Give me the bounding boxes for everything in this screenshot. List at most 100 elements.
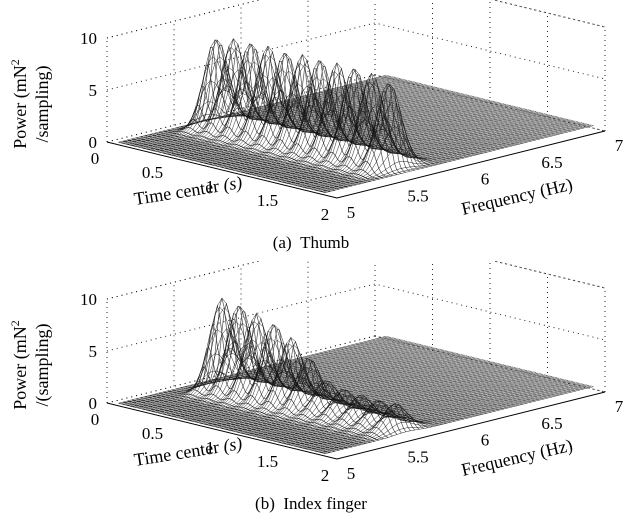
- thumb-x-tick-label: 0: [91, 149, 100, 168]
- thumb-z-axis-label: Power (mN2/sampling): [8, 59, 53, 149]
- index-finger-z-axis-label-line1: Power (mN2: [8, 320, 31, 410]
- thumb-mesh-line: [265, 110, 534, 179]
- index-finger-mesh-line: [182, 351, 451, 420]
- index-finger-mesh-line: [325, 386, 594, 454]
- index-finger-panel-label: (b): [255, 494, 275, 513]
- index-finger-mesh-line: [210, 337, 479, 426]
- thumb-mesh-line: [182, 74, 451, 159]
- thumb-mesh-line: [313, 122, 583, 191]
- index-finger-mesh-line: [136, 329, 405, 408]
- index-finger-mesh-line: [235, 364, 504, 433]
- thumb-mesh-line: [143, 81, 412, 149]
- index-finger-y-tick-label: 7: [615, 397, 624, 416]
- thumb-mesh-line: [284, 115, 553, 183]
- thumb-mesh-line: [325, 125, 594, 193]
- thumb-y-tick-label: 5.5: [407, 186, 428, 205]
- thumb-mesh-line: [309, 84, 578, 189]
- index-finger-mesh-line: [238, 365, 507, 433]
- thumb-mesh-line: [293, 82, 562, 186]
- index-finger-mesh-line: [274, 374, 543, 442]
- index-finger-mesh-line: [286, 376, 555, 445]
- index-finger-surface: [118, 297, 594, 454]
- thumb-panel-label: (a): [272, 233, 292, 252]
- thumb-mesh-line: [290, 72, 560, 185]
- thumb-y-axis-label: Frequency (Hz): [459, 174, 574, 220]
- index-finger-caption-text: Index finger: [283, 494, 367, 513]
- thumb-caption-text: Thumb: [300, 233, 350, 252]
- index-finger-mesh-line: [141, 297, 410, 410]
- index-finger-mesh-line: [251, 368, 520, 436]
- index-finger-mesh-line: [270, 372, 539, 441]
- index-finger-y-axis-label: Frequency (Hz): [459, 435, 574, 481]
- index-finger-mesh-line: [192, 324, 461, 422]
- thumb-x-tick-label: 1.5: [257, 191, 278, 210]
- thumb-mesh-line: [157, 69, 426, 152]
- index-finger-mesh-line: [313, 383, 583, 452]
- index-finger-mesh-line: [309, 382, 578, 450]
- index-finger-mesh-line: [263, 371, 532, 439]
- index-finger-mesh-line: [311, 382, 580, 451]
- thumb-mesh-line: [279, 109, 548, 182]
- thumb-mesh-line: [192, 77, 461, 161]
- index-finger-mesh-line: [290, 377, 560, 446]
- index-finger-x-tick-label: 1.5: [257, 452, 278, 471]
- thumb-mesh-line: [297, 118, 566, 187]
- thumb-z-tick-label: 5: [89, 81, 98, 100]
- index-finger-mesh-line: [187, 352, 456, 421]
- thumb-mesh-line: [300, 119, 569, 187]
- index-finger-z-axis-superscript: 2: [8, 320, 22, 326]
- thumb-mesh-line: [201, 68, 470, 163]
- thumb-mesh-line: [261, 93, 530, 178]
- thumb-mesh-line: [166, 59, 435, 155]
- thumb-mesh-line: [228, 101, 497, 170]
- index-finger-mesh-line: [180, 341, 449, 419]
- thumb-mesh-line: [286, 101, 555, 184]
- thumb-mesh-line: [235, 76, 504, 172]
- thumb-mesh-line: [295, 103, 564, 186]
- index-finger-mesh-line: [132, 339, 401, 407]
- thumb-mesh-line: [203, 52, 472, 164]
- index-finger-z-axis-label: Power (mN2/(sampling): [8, 320, 53, 410]
- thumb-z-axis-superscript: 2: [8, 59, 22, 65]
- thumb-mesh-line: [318, 123, 587, 192]
- index-finger-mesh-line: [143, 307, 412, 410]
- thumb-mesh-line: [180, 90, 449, 158]
- index-finger-mesh-line: [304, 381, 573, 449]
- index-finger-mesh-line: [302, 380, 571, 449]
- thumb-panel: 0 5 10 0 0.5 1 1.5 2 5 5.5 6 6.5 7 Time center (s) Fre…: [8, 0, 624, 224]
- index-finger-mesh-line: [318, 384, 587, 453]
- thumb-mesh-line: [267, 106, 537, 179]
- index-finger-mesh-line: [212, 344, 481, 427]
- index-finger-mesh-line: [300, 380, 569, 448]
- index-finger-panel: 0 5 10 0 0.5 1 1.5 2 5 5.5 6 6.5 7 Time center (s) Fre…: [0, 261, 638, 522]
- index-finger-mesh-line: [272, 373, 541, 441]
- thumb-grid-line: [106, 22, 606, 91]
- index-finger-mesh-line: [247, 367, 516, 435]
- thumb-mesh-line: [187, 45, 456, 160]
- index-finger-axes-box: [106, 261, 606, 460]
- thumb-mesh-line: [221, 53, 491, 168]
- index-finger-front-axis: [106, 391, 606, 460]
- thumb-y-tick-label: 7: [615, 136, 624, 155]
- index-finger-mesh-line: [307, 381, 576, 450]
- thumb-mesh-line: [162, 85, 431, 154]
- index-finger-mesh-line: [148, 343, 417, 411]
- index-finger-mesh-line: [258, 370, 527, 438]
- index-finger-mesh-line: [233, 363, 502, 432]
- thumb-mesh-line: [288, 81, 557, 184]
- index-finger-y-tick-label: 5.5: [407, 447, 428, 466]
- index-finger-mesh-line: [254, 368, 523, 437]
- index-finger-z-tick-label: 5: [89, 342, 98, 361]
- index-finger-mesh-line: [281, 375, 550, 444]
- index-finger-mesh-line: [203, 356, 472, 425]
- index-finger-caption: (b) Index finger: [0, 494, 630, 514]
- index-finger-z-tick-label: 0: [89, 394, 98, 413]
- index-finger-y-tick-label: 6: [481, 431, 490, 450]
- thumb-mesh-line: [307, 83, 576, 189]
- index-finger-mesh-line: [196, 339, 465, 423]
- thumb-x-tick-label: 0.5: [142, 163, 163, 182]
- thumb-surface: [118, 38, 594, 193]
- index-finger-mesh-line: [173, 320, 442, 417]
- thumb-caption: (a) Thumb: [0, 233, 630, 253]
